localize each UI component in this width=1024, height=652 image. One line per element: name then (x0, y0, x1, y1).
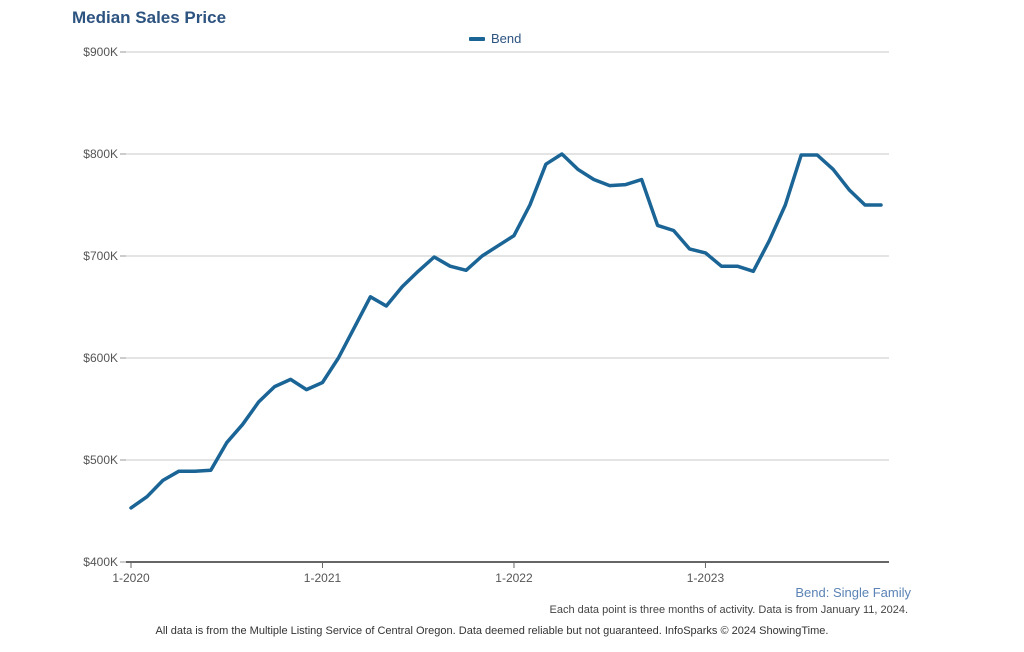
x-tick-label: 1-2023 (687, 571, 725, 585)
chart-title: Median Sales Price (72, 8, 227, 27)
legend-swatch (469, 36, 485, 41)
y-tick-label: $800K (83, 147, 118, 161)
footer-disclaimer: All data is from the Multiple Listing Se… (155, 625, 829, 637)
chart-subtitle: Bend: Single Family (795, 585, 911, 600)
legend: Bend (469, 31, 521, 46)
series-line-bend (129, 152, 883, 510)
y-tick-label: $500K (83, 453, 118, 467)
y-tick-label: $900K (83, 45, 118, 59)
y-tick-label: $600K (83, 351, 118, 365)
x-tick-label: 1-2022 (495, 571, 533, 585)
y-tick-label: $700K (83, 249, 118, 263)
data-note: Each data point is three months of activ… (549, 604, 909, 616)
x-tick-label: 1-2020 (112, 571, 150, 585)
legend-label: Bend (491, 31, 522, 46)
x-tick-label: 1-2021 (304, 571, 342, 585)
y-tick-label: $400K (83, 555, 118, 569)
